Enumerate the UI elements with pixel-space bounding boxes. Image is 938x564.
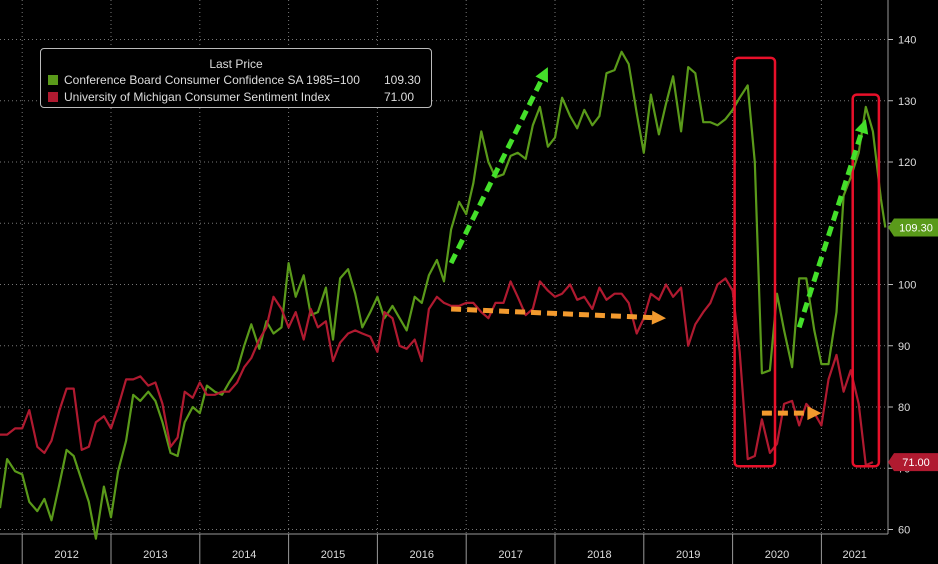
x-tick-label: 2021	[842, 549, 866, 561]
legend-entry-value: 109.30	[384, 73, 421, 87]
x-tick-label: 2017	[498, 549, 522, 561]
series-line-0	[0, 50, 887, 540]
x-tick-label: 2018	[587, 549, 611, 561]
x-tick-label: 2019	[676, 549, 700, 561]
highlight-box	[851, 93, 881, 468]
annotations	[448, 56, 881, 468]
green-trend-arrow	[448, 67, 548, 265]
green-trend-arrow	[796, 119, 869, 329]
legend-entry-value: 71.00	[384, 90, 415, 104]
legend: Last Price Conference Board Consumer Con…	[40, 48, 432, 108]
x-tick-label: 2015	[321, 549, 345, 561]
y-tick-label: 90	[898, 341, 910, 353]
legend-entry-michigan: University of Michigan Consumer Sentimen…	[48, 90, 414, 104]
last-value-label: 71.00	[902, 457, 930, 469]
orange-trend-arrow-head	[651, 310, 666, 325]
x-tick-label: 2016	[410, 549, 434, 561]
y-tick-label: 140	[898, 35, 916, 47]
y-tick-label: 80	[898, 402, 910, 414]
highlight-box	[733, 56, 777, 468]
x-tick-label: 2012	[54, 549, 78, 561]
legend-swatch-red	[48, 92, 58, 102]
x-tick-label: 2020	[765, 549, 789, 561]
series-line-1	[0, 277, 874, 467]
last-value-label: 109.30	[899, 223, 933, 235]
orange-trend-arrow-shaft	[450, 306, 653, 321]
x-tick-label: 2013	[143, 549, 167, 561]
y-tick-label: 130	[898, 96, 916, 108]
green-trend-arrow-shaft	[448, 78, 544, 265]
last-value-labels: 109.30 71.00	[888, 218, 938, 472]
legend-entry-name: Conference Board Consumer Confidence SA …	[64, 73, 360, 87]
orange-trend-arrow	[450, 306, 666, 325]
last-value-badge-1: 71.00	[888, 453, 938, 472]
last-value-badge-shape	[888, 218, 938, 237]
legend-entry-conference-board: Conference Board Consumer Confidence SA …	[48, 73, 421, 87]
y-tick-label: 100	[898, 280, 916, 292]
legend-title: Last Price	[209, 57, 263, 71]
x-tick-label: 2014	[232, 549, 256, 561]
green-trend-arrow-head	[854, 119, 869, 135]
orange-trend-arrow	[761, 406, 822, 421]
last-value-badge-shape	[888, 453, 938, 472]
legend-entry-name: University of Michigan Consumer Sentimen…	[64, 90, 331, 104]
green-trend-arrow-shaft	[796, 131, 864, 329]
series-lines	[0, 50, 887, 540]
green-trend-arrow-head	[535, 67, 548, 83]
orange-trend-arrow-head	[807, 406, 822, 421]
last-value-badge-0: 109.30	[888, 218, 938, 237]
legend-swatch-green	[48, 75, 58, 85]
y-tick-label: 60	[898, 525, 910, 537]
y-tick-label: 120	[898, 157, 916, 169]
